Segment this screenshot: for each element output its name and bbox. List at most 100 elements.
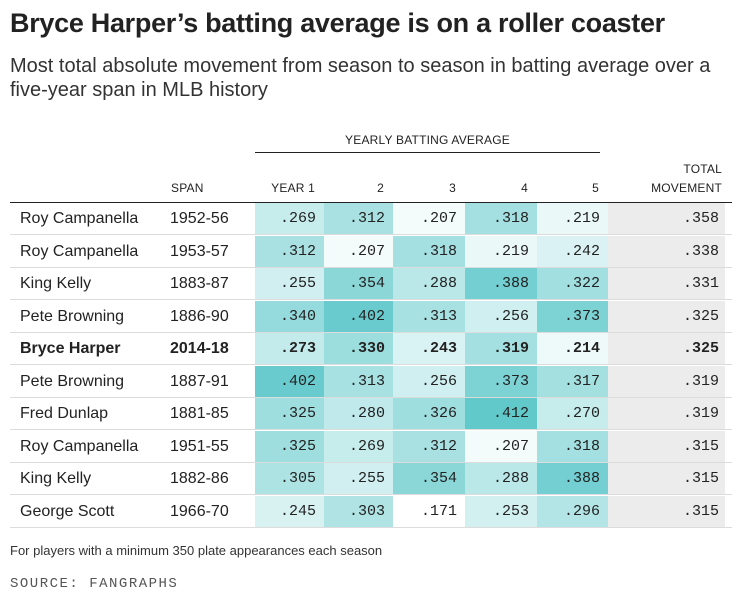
batting-average-cell: .313 — [324, 365, 393, 397]
span-cell: 1887-91 — [170, 372, 229, 390]
table-row: George Scott 1966-70 .245.303.171.253.296.… — [10, 495, 732, 528]
batting-average-cell: .255 — [324, 463, 393, 494]
batting-average-cell: .312 — [255, 235, 324, 267]
group-header-rule — [255, 152, 600, 153]
batting-average-cell: .219 — [465, 235, 537, 267]
batting-average-cell: .214 — [537, 333, 608, 364]
batting-average-cell: .325 — [255, 430, 324, 462]
yearly-batting-average-header: YEARLY BATTING AVERAGE — [345, 133, 510, 147]
total-header-line1: TOTAL — [683, 162, 722, 176]
batting-average-cell: .388 — [537, 463, 608, 494]
player-name: Pete Browning — [20, 372, 125, 390]
total-movement-cell: .325 — [608, 333, 725, 364]
batting-average-cell: .318 — [393, 235, 465, 267]
span-cell: 1881-85 — [170, 405, 229, 422]
player-name: Roy Campanella — [20, 437, 139, 455]
batting-average-cell: .354 — [393, 463, 465, 494]
batting-average-cell: .354 — [324, 268, 393, 299]
span-cell: 1951-55 — [170, 437, 229, 455]
batting-average-cell: .303 — [324, 495, 393, 527]
span-header: SPAN — [171, 181, 204, 195]
total-movement-cell: .315 — [608, 463, 725, 494]
batting-average-cell: .288 — [465, 463, 537, 494]
table-row: Fred Dunlap 1881-85 .325.280.326.412.270.3… — [10, 398, 732, 430]
table-row: King Kelly 1882-86 .305.255.354.288.388.31… — [10, 463, 732, 495]
span-cell: 1883-87 — [170, 275, 229, 292]
batting-average-cell: .171 — [393, 495, 465, 527]
batting-average-cell: .269 — [255, 203, 324, 234]
total-movement-cell: .315 — [608, 430, 725, 462]
batting-average-cell: .270 — [537, 398, 608, 429]
batting-average-cell: .318 — [465, 203, 537, 234]
batting-average-cell: .388 — [465, 268, 537, 299]
year2-header: 2 — [377, 181, 384, 195]
batting-average-cell: .373 — [465, 365, 537, 397]
player-name: Bryce Harper — [20, 340, 121, 357]
batting-average-cell: .207 — [465, 430, 537, 462]
table-row: King Kelly 1883-87 .255.354.288.388.322.33… — [10, 268, 732, 300]
batting-average-cell: .402 — [324, 300, 393, 332]
source-credit: SOURCE: FANGRAPHS — [10, 576, 179, 592]
total-movement-cell: .338 — [608, 235, 725, 267]
batting-average-cell: .256 — [393, 365, 465, 397]
player-name: King Kelly — [20, 275, 92, 292]
player-name: King Kelly — [20, 470, 92, 487]
batting-average-cell: .253 — [465, 495, 537, 527]
year3-header: 3 — [449, 181, 456, 195]
batting-average-cell: .305 — [255, 463, 324, 494]
total-movement-cell: .315 — [608, 495, 725, 527]
batting-average-cell: .243 — [393, 333, 465, 364]
table-row: Roy Campanella 1952-56 .269.312.207.318.21… — [10, 203, 732, 235]
batting-average-cell: .313 — [393, 300, 465, 332]
table-row: Roy Campanella 1953-57 .312.207.318.219.24… — [10, 235, 732, 268]
span-cell: 1953-57 — [170, 242, 229, 260]
batting-average-cell: .322 — [537, 268, 608, 299]
batting-average-cell: .219 — [537, 203, 608, 234]
player-name: Roy Campanella — [20, 210, 139, 227]
player-name: Pete Browning — [20, 307, 125, 325]
span-cell: 1882-86 — [170, 470, 229, 487]
batting-average-cell: .312 — [324, 203, 393, 234]
batting-average-cell: .330 — [324, 333, 393, 364]
player-name: Roy Campanella — [20, 242, 139, 260]
span-cell: 2014-18 — [170, 340, 229, 357]
batting-average-cell: .255 — [255, 268, 324, 299]
batting-average-cell: .340 — [255, 300, 324, 332]
batting-average-cell: .325 — [255, 398, 324, 429]
chart-title: Bryce Harper’s batting average is on a r… — [10, 8, 665, 38]
span-cell: 1886-90 — [170, 307, 229, 325]
year5-header: 5 — [592, 181, 599, 195]
span-cell: 1952-56 — [170, 210, 229, 227]
chart-subtitle: Most total absolute movement from season… — [10, 55, 711, 101]
batting-average-cell: .288 — [393, 268, 465, 299]
batting-average-cell: .317 — [537, 365, 608, 397]
table-row: Bryce Harper 2014-18 .273.330.243.319.214.… — [10, 333, 732, 365]
total-header-line2: MOVEMENT — [651, 181, 722, 195]
batting-average-cell: .269 — [324, 430, 393, 462]
batting-average-cell: .273 — [255, 333, 324, 364]
batting-average-cell: .312 — [393, 430, 465, 462]
batting-average-cell: .256 — [465, 300, 537, 332]
batting-average-cell: .207 — [324, 235, 393, 267]
batting-average-cell: .245 — [255, 495, 324, 527]
batting-average-cell: .412 — [465, 398, 537, 429]
batting-average-cell: .318 — [537, 430, 608, 462]
batting-average-cell: .402 — [255, 365, 324, 397]
player-name: Fred Dunlap — [20, 405, 109, 422]
total-movement-cell: .319 — [608, 365, 725, 397]
batting-average-cell: .319 — [465, 333, 537, 364]
table-row: Roy Campanella 1951-55.325.269.312.207.31… — [10, 430, 732, 463]
header-rule — [10, 202, 732, 203]
total-movement-cell: .319 — [608, 398, 725, 429]
span-cell: 1966-70 — [170, 502, 229, 520]
batting-average-cell: .242 — [537, 235, 608, 267]
player-name: George Scott — [20, 502, 115, 520]
table-row: Pete Browning 1887-91 .402.313.256.373.317… — [10, 365, 732, 398]
total-movement-cell: .325 — [608, 300, 725, 332]
year4-header: 4 — [521, 181, 528, 195]
table-row: Pete Browning 1886-90 .340.402.313.256.373… — [10, 300, 732, 333]
footnote: For players with a minimum 350 plate app… — [10, 543, 383, 558]
batting-average-cell: .280 — [324, 398, 393, 429]
total-movement-cell: .358 — [608, 203, 725, 234]
batting-average-cell: .326 — [393, 398, 465, 429]
